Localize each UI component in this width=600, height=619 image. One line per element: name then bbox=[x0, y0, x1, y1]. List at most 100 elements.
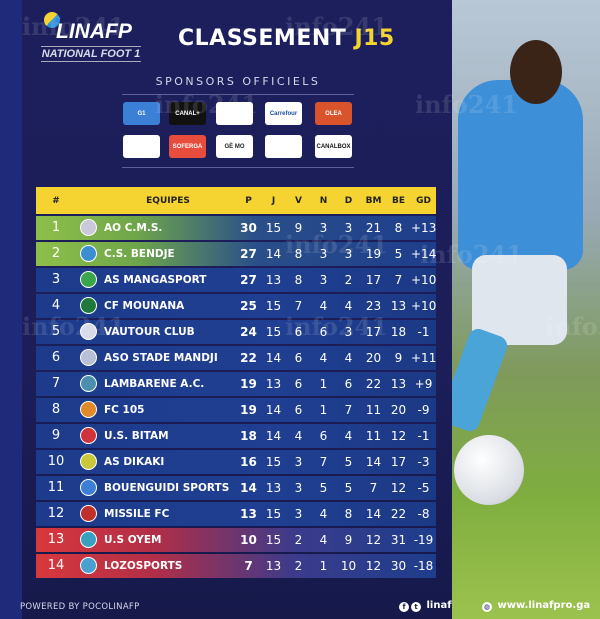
column-header: BM bbox=[365, 195, 382, 206]
table-row: 13 U.S OYEM 10 15 2 4 9 12 31 -19 bbox=[36, 527, 436, 552]
rank: 2 bbox=[51, 246, 61, 262]
stat-bm: 11 bbox=[365, 402, 382, 417]
team-logo bbox=[76, 271, 100, 289]
stat-bm: 23 bbox=[365, 298, 382, 313]
team-name: AS MANGASPORT bbox=[104, 273, 207, 286]
team-logo bbox=[76, 531, 100, 549]
table-row: 10 AS DIKAKI 16 15 3 7 5 14 17 -3 bbox=[36, 449, 436, 474]
sponsor-logo: OLEA bbox=[315, 102, 352, 125]
stat-j: 14 bbox=[265, 350, 282, 365]
column-header: J bbox=[271, 195, 276, 206]
facebook-icon: f bbox=[399, 602, 409, 612]
table-row: 6 ASO STADE MANDJI 22 14 6 4 4 20 9 +11 bbox=[36, 345, 436, 370]
stat-bm: 17 bbox=[365, 272, 382, 287]
stat-d: 2 bbox=[344, 272, 353, 287]
stat-d: 4 bbox=[344, 428, 353, 443]
team-name: C.S. BENDJE bbox=[104, 247, 175, 260]
column-header: V bbox=[295, 195, 302, 206]
stat-v: 6 bbox=[294, 402, 303, 417]
stat-bm: 17 bbox=[365, 324, 382, 339]
stat-j: 14 bbox=[265, 402, 282, 417]
player-photo bbox=[452, 0, 600, 619]
rank: 10 bbox=[47, 454, 65, 470]
stat-d: 4 bbox=[344, 350, 353, 365]
table-header: # EQUIPES P J V N D BM BE GD bbox=[36, 187, 436, 214]
stat-p: 10 bbox=[240, 532, 257, 547]
stat-d: 3 bbox=[344, 246, 353, 261]
team-logo bbox=[76, 427, 100, 445]
stat-n: 3 bbox=[319, 272, 328, 287]
stat-n: 5 bbox=[319, 480, 328, 495]
stat-n: 3 bbox=[319, 220, 328, 235]
stat-be: 31 bbox=[390, 532, 407, 547]
stat-d: 5 bbox=[344, 454, 353, 469]
stat-v: 8 bbox=[294, 272, 303, 287]
website-link[interactable]: ◍ www.linafpro.ga bbox=[482, 600, 591, 612]
stat-d: 3 bbox=[344, 220, 353, 235]
team-logo bbox=[76, 219, 100, 237]
rank: 4 bbox=[51, 298, 61, 314]
sponsor-logo: G1 bbox=[123, 102, 160, 125]
stat-n: 1 bbox=[319, 558, 328, 573]
stat-be: 12 bbox=[390, 428, 407, 443]
table-row: 14 LOZOSPORTS 7 13 2 1 10 12 30 -18 bbox=[36, 553, 436, 578]
stat-j: 13 bbox=[265, 272, 282, 287]
rank: 5 bbox=[51, 324, 61, 340]
stat-d: 9 bbox=[344, 532, 353, 547]
stat-v: 8 bbox=[294, 246, 303, 261]
stat-gd: -19 bbox=[413, 532, 434, 547]
stat-j: 14 bbox=[265, 246, 282, 261]
sponsor-logo: Carrefour bbox=[265, 102, 302, 125]
rank: 13 bbox=[47, 532, 65, 548]
sponsor-logo: CANAL+ bbox=[169, 102, 206, 125]
column-header: D bbox=[344, 195, 353, 206]
stat-be: 8 bbox=[394, 220, 403, 235]
table-row: 11 BOUENGUIDI SPORTS 14 13 3 5 5 7 12 -5 bbox=[36, 475, 436, 500]
table-row: 9 U.S. BITAM 18 14 4 6 4 11 12 -1 bbox=[36, 423, 436, 448]
stat-v: 6 bbox=[294, 376, 303, 391]
stat-be: 30 bbox=[390, 558, 407, 573]
team-name: BOUENGUIDI SPORTS bbox=[104, 481, 230, 494]
stat-n: 3 bbox=[319, 246, 328, 261]
rank: 9 bbox=[51, 428, 61, 444]
stat-gd: +10 bbox=[411, 298, 437, 313]
column-header: BE bbox=[391, 195, 405, 206]
stat-v: 7 bbox=[294, 298, 303, 313]
stat-gd: -18 bbox=[413, 558, 434, 573]
stat-j: 13 bbox=[265, 558, 282, 573]
team-logo bbox=[76, 401, 100, 419]
divider bbox=[122, 167, 354, 168]
stat-j: 13 bbox=[265, 480, 282, 495]
stat-p: 30 bbox=[240, 220, 257, 235]
stat-bm: 12 bbox=[365, 532, 382, 547]
sponsor-logo: SOFERGA bbox=[169, 135, 206, 158]
stat-d: 6 bbox=[344, 376, 353, 391]
sponsor-logo bbox=[123, 135, 160, 158]
stat-v: 6 bbox=[294, 324, 303, 339]
stat-gd: -1 bbox=[417, 324, 430, 339]
stat-bm: 19 bbox=[365, 246, 382, 261]
stat-be: 7 bbox=[394, 272, 403, 287]
divider bbox=[122, 94, 354, 95]
stat-p: 25 bbox=[240, 298, 257, 313]
stat-d: 7 bbox=[344, 402, 353, 417]
stat-be: 18 bbox=[390, 324, 407, 339]
table-row: 7 LAMBARENE A.C. 19 13 6 1 6 22 13 +9 bbox=[36, 371, 436, 396]
stat-bm: 22 bbox=[365, 376, 382, 391]
sponsor-logo: GÈ MO bbox=[216, 135, 253, 158]
stat-j: 14 bbox=[265, 428, 282, 443]
stat-gd: +9 bbox=[414, 376, 433, 391]
stat-gd: -3 bbox=[417, 454, 430, 469]
rank: 11 bbox=[47, 480, 65, 496]
stat-v: 3 bbox=[294, 454, 303, 469]
stat-n: 6 bbox=[319, 428, 328, 443]
stat-bm: 14 bbox=[365, 454, 382, 469]
stat-d: 5 bbox=[344, 480, 353, 495]
stat-gd: -8 bbox=[417, 506, 430, 521]
globe-icon: ◍ bbox=[482, 602, 492, 612]
column-header: # bbox=[52, 195, 60, 206]
football bbox=[454, 435, 524, 505]
stat-p: 13 bbox=[240, 506, 257, 521]
stat-n: 4 bbox=[319, 532, 328, 547]
